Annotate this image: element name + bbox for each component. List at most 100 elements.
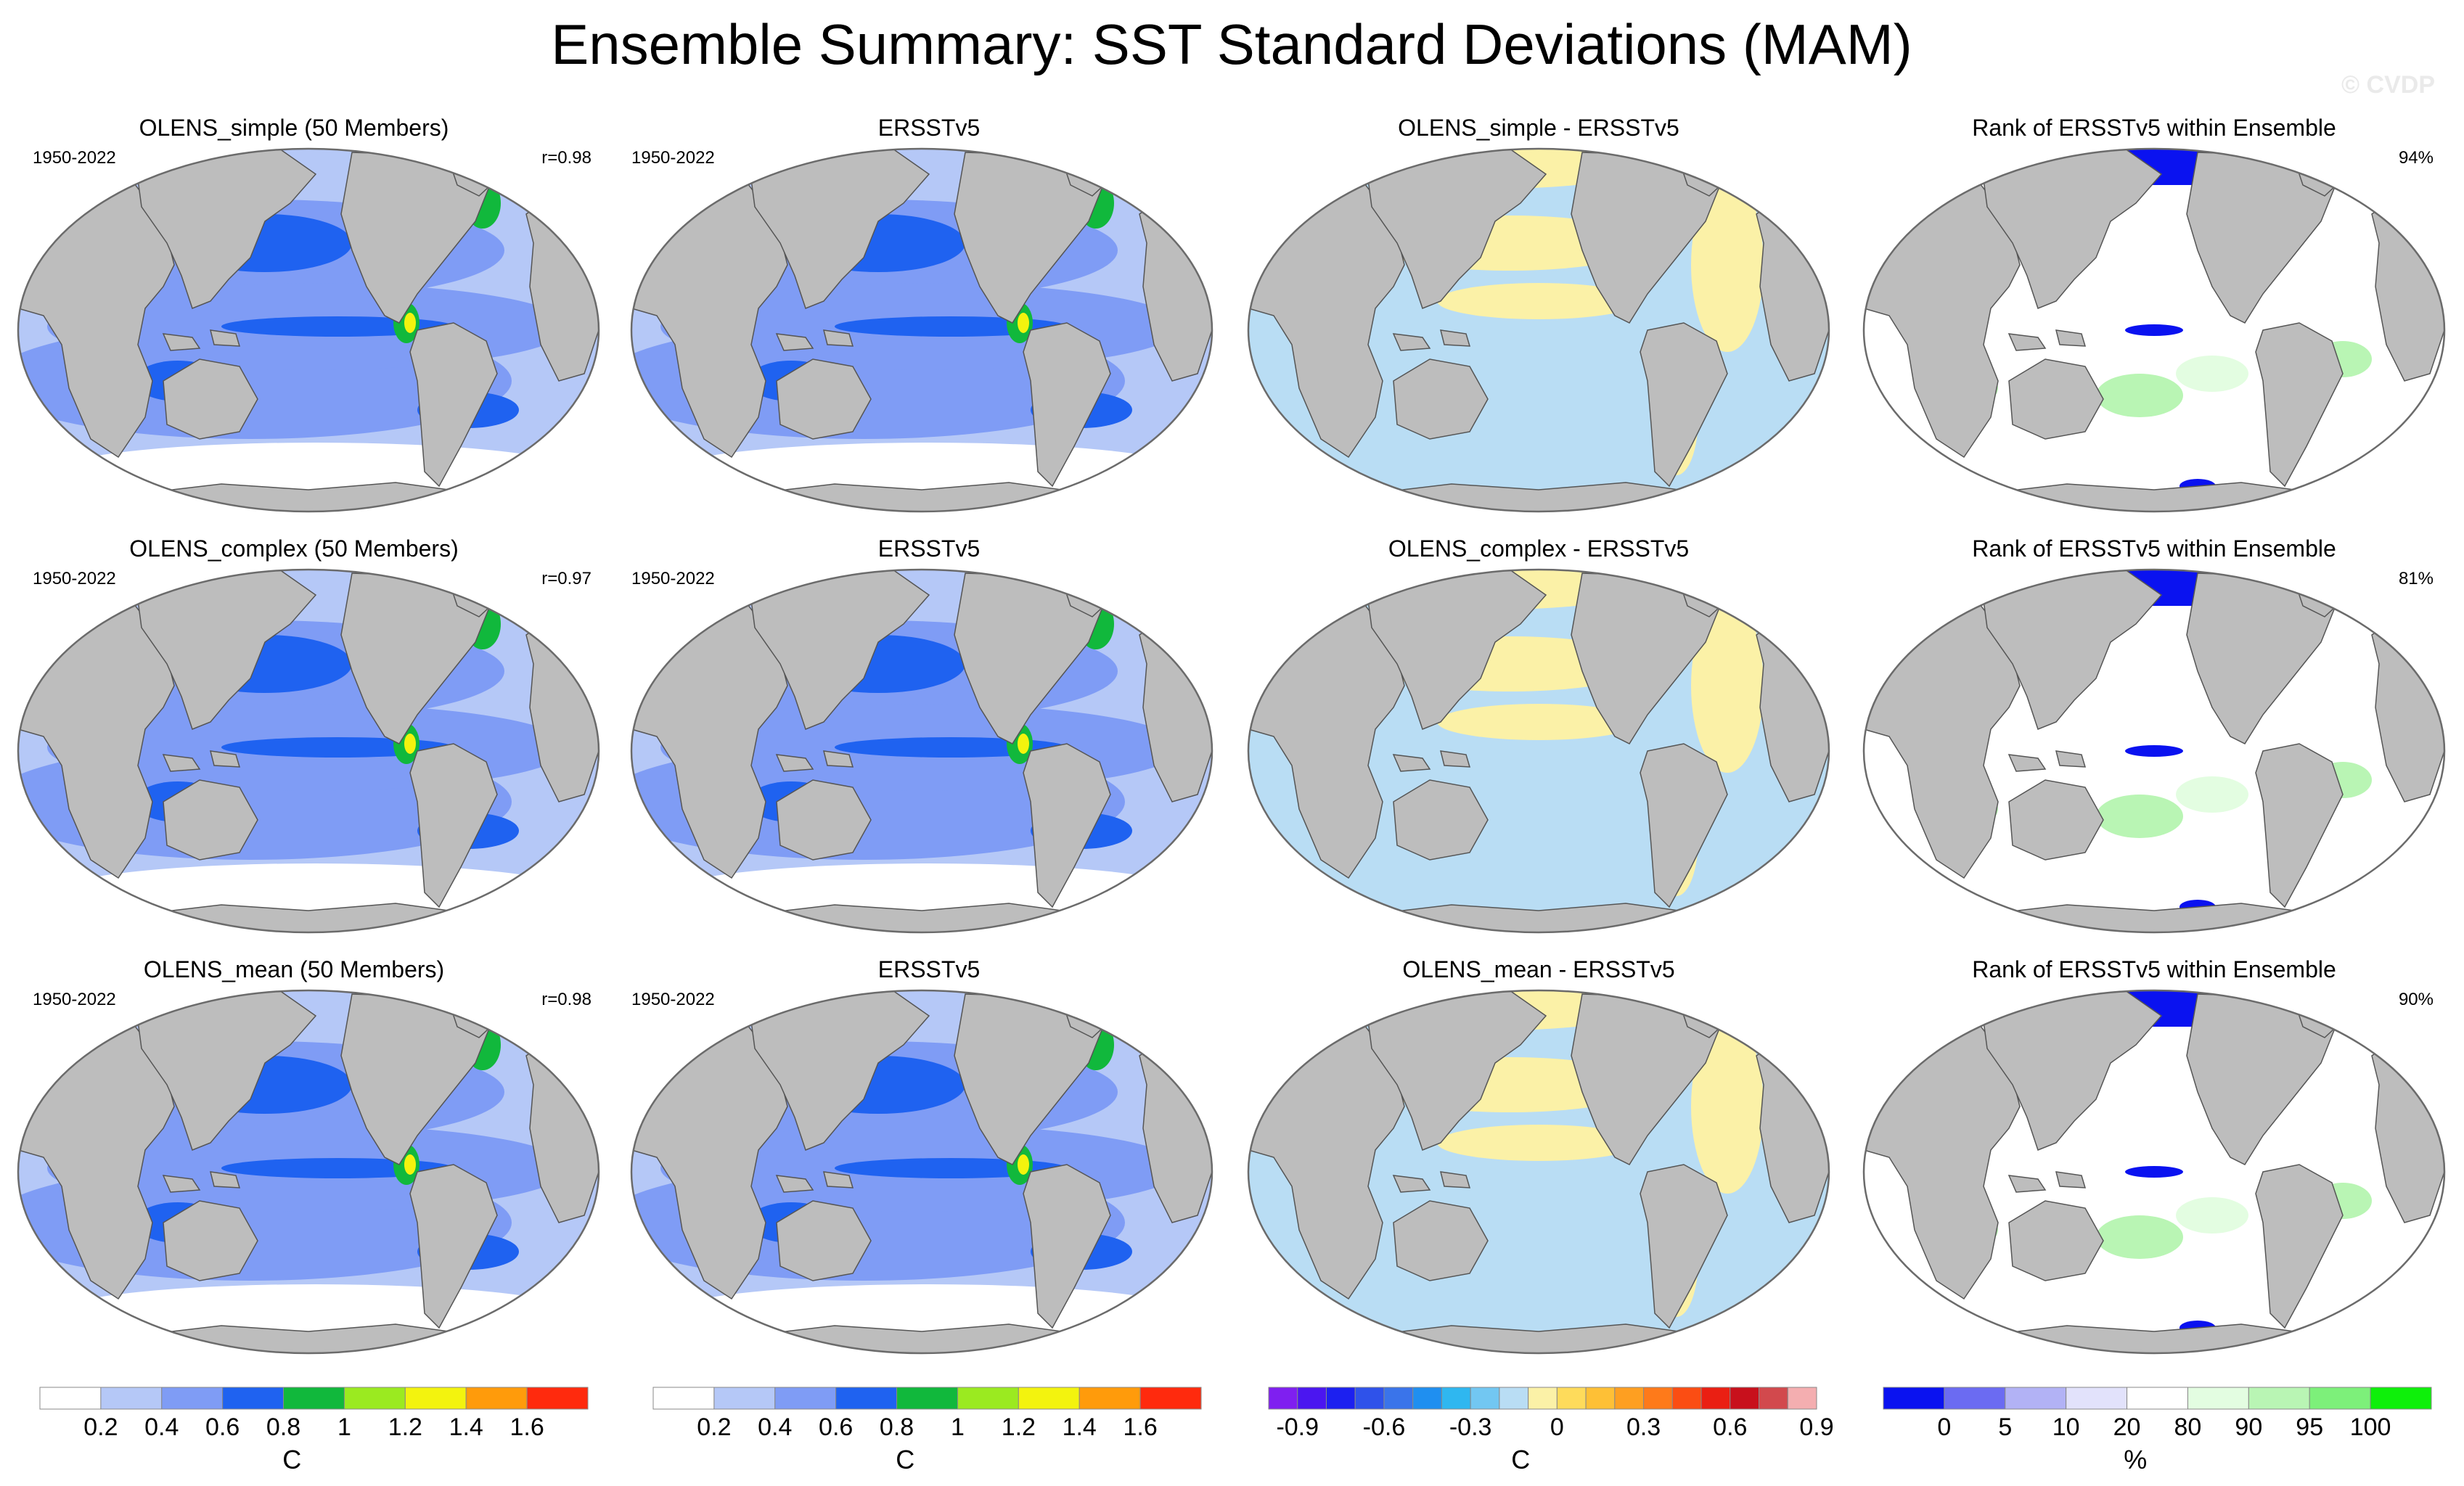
colorbar-swatch [283,1387,345,1410]
colorbar-swatch [713,1387,776,1410]
difference-title: OLENS_simple - ERSSTv5 [1398,115,1679,141]
colorbar-tick-label: -0.6 [1363,1413,1406,1441]
colorbar-tick-label: 0.6 [1713,1413,1747,1441]
colorbar-swatch [1354,1387,1385,1410]
difference-title: OLENS_complex - ERSSTv5 [1388,535,1689,562]
rank-percent: 90% [2399,990,2434,1009]
map-panel: Rank of ERSSTv5 within Ensemble 81% [1862,535,2446,934]
colorbar-swatch [1441,1387,1471,1410]
map-border [17,568,600,934]
colorbar-tick-label: 95 [2296,1413,2323,1441]
rank-percent: 94% [2399,148,2434,168]
colorbar-tick-label: 5 [1998,1413,2012,1441]
colorbar-swatch [1585,1387,1616,1410]
atlantic-positive [1691,599,1764,773]
map-panel: ERSSTv5 1950-2022 [630,956,1213,1355]
colorbar-swatch [1297,1387,1327,1410]
obs-title: ERSSTv5 [878,115,980,141]
colorbar-swatch [404,1387,467,1410]
pattern-correlation: r=0.98 [541,990,592,1009]
pattern-correlation: r=0.97 [541,569,592,588]
colorbar-swatch [2066,1387,2128,1410]
colorbar-swatch [1383,1387,1414,1410]
map-border [1862,147,2446,513]
colorbar-swatch [1325,1387,1356,1410]
map-panel: ERSSTv5 1950-2022 [630,535,1213,934]
colorbar-swatch [1643,1387,1673,1410]
atlantic-positive [1691,178,1764,352]
obs-period-label: 1950-2022 [631,990,715,1009]
colorbar-difference: -0.9 -0.6 -0.3 0 0.3 0.6 0.9 C [1268,1387,1834,1474]
colorbar-tick-label: 0.8 [880,1413,914,1441]
colorbar-swatch [100,1387,163,1410]
rank-title: Rank of ERSSTv5 within Ensemble [1972,115,2336,141]
colorbar-swatch [1759,1387,1788,1410]
atlantic-positive [1691,1019,1764,1194]
enso-peak [1018,734,1029,754]
subtropical-positive [1437,283,1640,319]
panel-grid: OLENS_simple (50 Members) 1950-2022 r=0.98… [17,115,2446,1355]
ensemble-title: OLENS_simple (50 Members) [139,115,449,141]
colorbar-tick-label: 0.4 [144,1413,179,1441]
rank-title: Rank of ERSSTv5 within Ensemble [1972,956,2336,982]
colorbar-swatch [161,1387,224,1410]
pattern-correlation: r=0.98 [541,148,592,168]
map-border [1862,989,2446,1355]
colorbar-swatch [222,1387,285,1410]
colorbar-swatch [1139,1387,1202,1410]
colorbar-tick-label: -0.9 [1276,1413,1319,1441]
map-panel: OLENS_complex (50 Members) 1950-2022 r=0.9… [17,535,600,934]
map-panel: OLENS_simple (50 Members) 1950-2022 r=0.98 [17,115,600,513]
colorbar-tick-label: 20 [2113,1413,2141,1441]
colorbar-unit: % [2124,1445,2147,1474]
obs-period-label: 1950-2022 [631,148,715,168]
subtropical-positive [1437,704,1640,740]
equatorial-low-rank [2125,745,2183,757]
colorbar-tick-label: 0.2 [697,1413,731,1441]
rank-title: Rank of ERSSTv5 within Ensemble [1972,535,2336,562]
map-border [17,989,600,1355]
colorbar-swatch [39,1387,102,1410]
south-pacific-high-rank [2096,795,2183,838]
figure-title: Ensemble Summary: SST Standard Deviation… [551,12,1912,76]
map-panel: OLENS_mean - ERSSTv5 [1247,956,1830,1355]
colorbar-swatch [835,1387,898,1410]
colorbar-swatch [343,1387,406,1410]
period-label: 1950-2022 [33,148,116,168]
map-border [630,147,1213,513]
obs-title: ERSSTv5 [878,956,980,982]
equatorial-low-rank [2125,1166,2183,1178]
colorbar-tick-label: 10 [2052,1413,2080,1441]
map-panel: OLENS_simple - ERSSTv5 [1247,115,1830,513]
colorbar-swatch [1730,1387,1760,1410]
map-panel: OLENS_mean (50 Members) 1950-2022 r=0.98 [17,956,600,1355]
colorbar-swatch [2370,1387,2432,1410]
map-panel: Rank of ERSSTv5 within Ensemble 90% [1862,956,2446,1355]
south-pacific-high-rank [2096,1215,2183,1259]
colorbar-unit: C [1511,1445,1530,1474]
rank-percent: 81% [2399,569,2434,588]
colorbar-tick-label: 1.4 [449,1413,483,1441]
colorbar-swatch [465,1387,528,1410]
colorbar-unit: C [282,1445,301,1474]
difference-title: OLENS_mean - ERSSTv5 [1402,956,1674,982]
colorbar-swatch [1268,1387,1298,1410]
south-pacific-high-rank [2096,374,2183,417]
colorbar-tick-label: 1.6 [1123,1413,1157,1441]
east-pacific-high-rank [2176,356,2248,392]
map-border [1862,568,2446,934]
colorbar-tick-label: 0 [1550,1413,1564,1441]
colorbar-swatch [1700,1387,1731,1410]
map-border [630,568,1213,934]
colorbar-tick-label: 1.2 [1002,1413,1036,1441]
colorbar-swatch [1470,1387,1500,1410]
map-border [1247,147,1830,513]
ensemble-title: OLENS_mean (50 Members) [144,956,444,982]
equatorial-low-rank [2125,324,2183,336]
colorbar-tick-label: 0.4 [758,1413,792,1441]
period-label: 1950-2022 [33,569,116,588]
colorbar-tick-label: 0.6 [819,1413,853,1441]
enso-peak [404,1154,416,1175]
colorbar-swatch [1018,1387,1080,1410]
